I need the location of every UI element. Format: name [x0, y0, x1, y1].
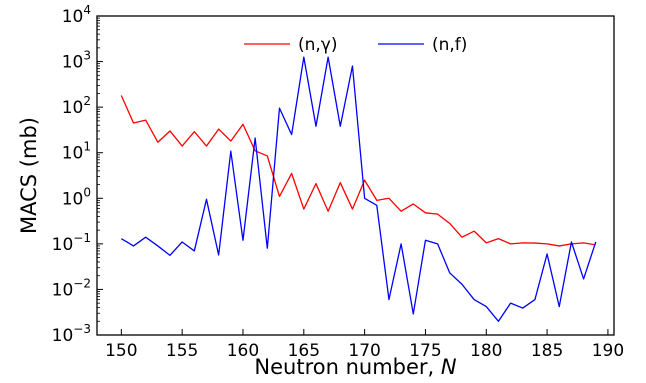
- x-tick-label: 175: [409, 341, 441, 361]
- plot-frame: [96, 15, 615, 336]
- y-tick-label: 100: [62, 185, 91, 209]
- y-tick-label: 102: [62, 94, 91, 118]
- y-tick-label: 10−2: [52, 276, 91, 300]
- x-tick-label: 185: [531, 341, 563, 361]
- y-tick-label: 104: [62, 3, 91, 27]
- y-axis-title: MACS (mb): [17, 117, 41, 234]
- y-tick-label: 103: [62, 49, 91, 73]
- x-tick-label: 180: [470, 341, 502, 361]
- legend-label-n-f: (n,f): [432, 35, 467, 55]
- series-line-n-f: [120, 56, 597, 322]
- y-tick-label: 101: [62, 140, 91, 164]
- x-tick-label: 155: [166, 341, 198, 361]
- x-tick-label: 150: [105, 341, 137, 361]
- x-axis-title: Neutron number, N: [254, 355, 457, 379]
- axis-ticks: 150 155 160 165 170 175 180 185 190 10−3 10−2 10−1 1…: [52, 3, 624, 361]
- x-tick-label: 170: [348, 341, 380, 361]
- legend: (n,γ) (n,f): [244, 35, 467, 55]
- plot-area: [120, 56, 597, 322]
- x-axis-title-variable: N: [441, 355, 457, 379]
- y-tick-label: 10−3: [52, 322, 91, 346]
- x-tick-label: 160: [227, 341, 259, 361]
- x-axis-title-text: Neutron number,: [254, 355, 441, 379]
- x-tick-label: 165: [288, 341, 320, 361]
- x-tick-label: 190: [592, 341, 624, 361]
- legend-label-n-gamma: (n,γ): [298, 35, 338, 55]
- y-tick-label: 10−1: [52, 231, 91, 255]
- series-line-n-gamma: [120, 95, 596, 247]
